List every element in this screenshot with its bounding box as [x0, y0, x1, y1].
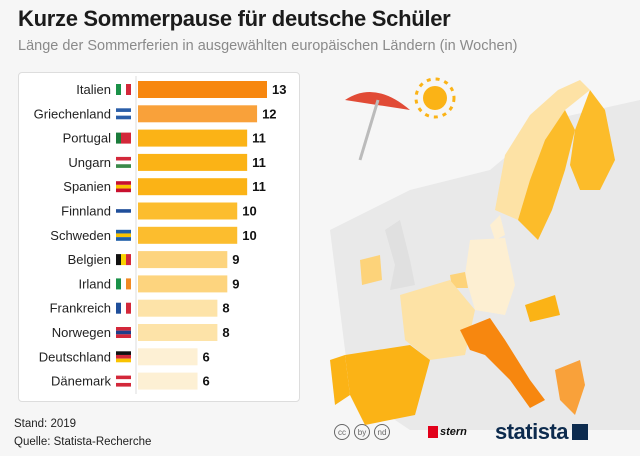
bar-row: Ungarn 11: [68, 153, 266, 171]
category-label: Finnland: [61, 204, 111, 219]
data-label: 11: [252, 155, 266, 170]
stern-logo: stern: [428, 426, 467, 438]
flag-icon: [116, 278, 131, 290]
data-label: 10: [242, 228, 256, 243]
flag-icon: [116, 181, 131, 193]
bar-chart: Italien 13 Griechenland 12 Portugal 11 Ungarn 1…: [34, 76, 286, 394]
bar: [138, 81, 267, 98]
bar-row: Schweden 10: [50, 226, 257, 244]
bar-row: Finnland 10: [61, 202, 257, 220]
flag-icon: [116, 205, 131, 217]
data-label: 12: [262, 106, 276, 121]
footer-source: Quelle: Statista-Recherche: [14, 436, 152, 448]
map-hungary: [525, 295, 560, 322]
bar: [138, 275, 228, 293]
category-label: Irland: [78, 276, 111, 291]
bar: [138, 226, 238, 244]
flag-icon: [116, 254, 131, 266]
flag-icon: [116, 229, 131, 241]
map-portugal: [330, 355, 350, 405]
map-italy: [460, 318, 545, 408]
bar-row: Dänemark 6: [51, 372, 210, 390]
flag-icon: [116, 327, 131, 338]
bar-row: Griechenland 12: [34, 105, 277, 123]
bar-row: Frankreich 8: [50, 299, 230, 317]
bar-row: Italien 13: [76, 81, 286, 98]
bar: [138, 105, 258, 123]
bar: [138, 299, 218, 317]
data-label: 11: [252, 131, 266, 146]
bar-row: Spanien 11: [63, 178, 266, 196]
cc-icon: cc: [334, 424, 350, 440]
map-finland: [570, 90, 615, 190]
flag-icon: [116, 375, 131, 387]
data-label: 6: [203, 349, 210, 364]
footer-stand: Stand: 2019: [14, 418, 77, 430]
bar: [138, 153, 248, 171]
category-label: Portugal: [63, 131, 112, 146]
map-ireland: [360, 255, 382, 285]
bar: [138, 372, 198, 390]
category-label: Ungarn: [68, 155, 111, 170]
data-label: 11: [252, 179, 266, 194]
map-sweden: [518, 110, 575, 240]
category-label: Spanien: [63, 179, 111, 194]
bar: [138, 178, 248, 196]
category-label: Frankreich: [50, 301, 111, 316]
by-icon: by: [354, 424, 370, 440]
category-label: Griechenland: [34, 106, 111, 121]
chart-subtitle: Länge der Sommerferien in ausgewählten e…: [18, 38, 518, 54]
bar-row: Deutschland 6: [39, 348, 210, 366]
bar-row: Irland 9: [78, 275, 240, 293]
bar: [138, 348, 198, 366]
statista-logo-text: statista: [495, 419, 569, 444]
flag-icon: [116, 84, 131, 95]
bar: [138, 202, 238, 220]
map-greece: [555, 360, 585, 415]
map-denmark: [490, 215, 505, 240]
data-label: 10: [242, 204, 256, 219]
bar-row: Belgien 9: [68, 251, 240, 269]
flag-icon: [116, 302, 131, 314]
nd-icon: nd: [374, 424, 390, 440]
data-label: 9: [232, 276, 239, 291]
map-uk: [385, 220, 415, 290]
category-label: Schweden: [50, 228, 111, 243]
map-france: [400, 280, 475, 360]
data-label: 8: [222, 325, 229, 340]
statista-logo: statista: [495, 419, 589, 445]
map-norway: [495, 80, 590, 220]
sun-icon: [414, 77, 456, 119]
flag-icon: [116, 351, 131, 363]
europe-map: [330, 77, 640, 430]
data-label: 13: [272, 82, 286, 97]
category-label: Dänemark: [51, 374, 111, 389]
map-germany: [465, 238, 515, 315]
flag-icon: [116, 108, 131, 120]
category-label: Italien: [76, 82, 111, 97]
chart-title: Kurze Sommerpause für deutsche Schüler: [18, 6, 451, 31]
map-spain: [345, 345, 430, 425]
category-label: Belgien: [68, 252, 111, 267]
map-belgium: [450, 272, 468, 288]
bar: [138, 251, 228, 269]
category-label: Norwegen: [52, 325, 111, 340]
data-label: 9: [232, 252, 239, 267]
flag-icon: [116, 132, 131, 144]
bar: [138, 129, 248, 147]
stern-logo-text: stern: [440, 426, 467, 438]
flag-icon: [116, 156, 131, 168]
bar-row: Portugal 11: [63, 129, 266, 147]
bar-row: Norwegen 8: [52, 324, 230, 341]
data-label: 6: [203, 374, 210, 389]
bar: [138, 324, 218, 341]
data-label: 8: [222, 301, 229, 316]
category-label: Deutschland: [39, 349, 111, 364]
license-icons: cc by nd: [334, 424, 390, 440]
umbrella-icon: [345, 92, 410, 161]
